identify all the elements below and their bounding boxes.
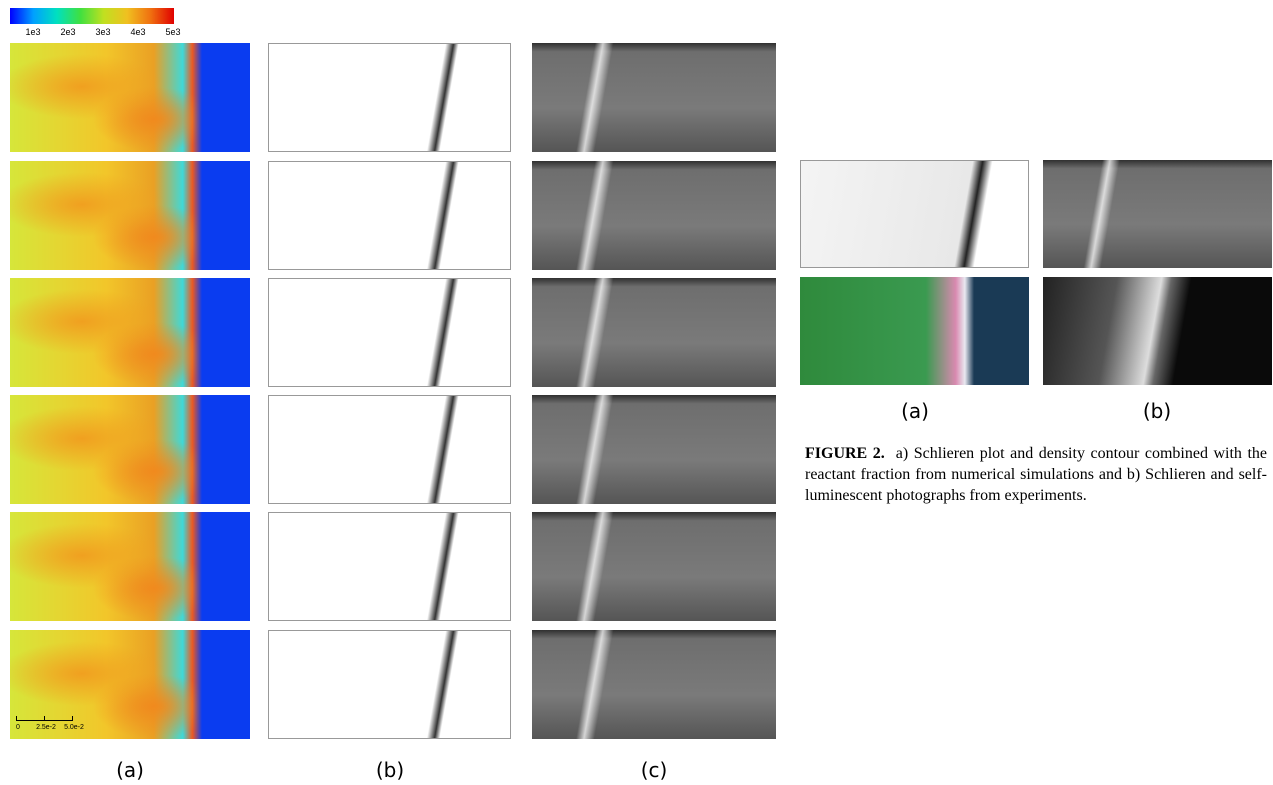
- schlieren-photo: [1043, 160, 1272, 268]
- colorbar: [10, 8, 174, 24]
- simulation-contour: [10, 512, 250, 621]
- panel-label: (b): [376, 758, 404, 782]
- experiment-photo: [532, 43, 776, 152]
- panel-label: (c): [641, 758, 668, 782]
- self-luminescent-photo: [1043, 277, 1272, 385]
- scale-bar-tick-label: 2.5e-2: [36, 724, 56, 731]
- schlieren-plot: [268, 395, 511, 504]
- colorbar-tick-label: 5e3: [165, 27, 180, 37]
- simulation-contour: [10, 278, 250, 387]
- experiment-photo: [532, 512, 776, 621]
- schlieren-plot: [268, 630, 511, 739]
- simulation-contour: [10, 395, 250, 504]
- scale-bar-tick-label: 5.0e-2: [64, 724, 84, 731]
- scale-bar-tick: [44, 716, 45, 721]
- simulation-contour: [10, 43, 250, 152]
- caption-label: FIGURE 2.: [805, 445, 885, 462]
- density-contour: [800, 277, 1029, 385]
- schlieren-plot: [268, 278, 511, 387]
- scale-bar-tick-label: 0: [16, 724, 20, 731]
- experiment-photo: [532, 161, 776, 270]
- experiment-photo: [532, 630, 776, 739]
- scale-bar-tick: [72, 716, 73, 721]
- experiment-photo: [532, 395, 776, 504]
- colorbar-tick-label: 3e3: [95, 27, 110, 37]
- experiment-photo: [532, 278, 776, 387]
- simulation-contour: [10, 630, 250, 739]
- schlieren-plot: [800, 160, 1029, 268]
- page: {"colorbar": {"ticks": ["1e3", "2e3", "3…: [0, 0, 1273, 785]
- scale-bar-tick: [16, 716, 17, 721]
- colorbar-tick-label: 1e3: [25, 27, 40, 37]
- caption: FIGURE 2. a) Schlieren plot and density …: [805, 443, 1267, 506]
- panel-label: (b): [1143, 399, 1171, 423]
- schlieren-plot: [268, 43, 511, 152]
- panel-label: (a): [116, 758, 144, 782]
- colorbar-tick-label: 2e3: [60, 27, 75, 37]
- schlieren-plot: [268, 161, 511, 270]
- simulation-contour: [10, 161, 250, 270]
- schlieren-plot: [268, 512, 511, 621]
- colorbar-tick-label: 4e3: [130, 27, 145, 37]
- panel-label: (a): [901, 399, 929, 423]
